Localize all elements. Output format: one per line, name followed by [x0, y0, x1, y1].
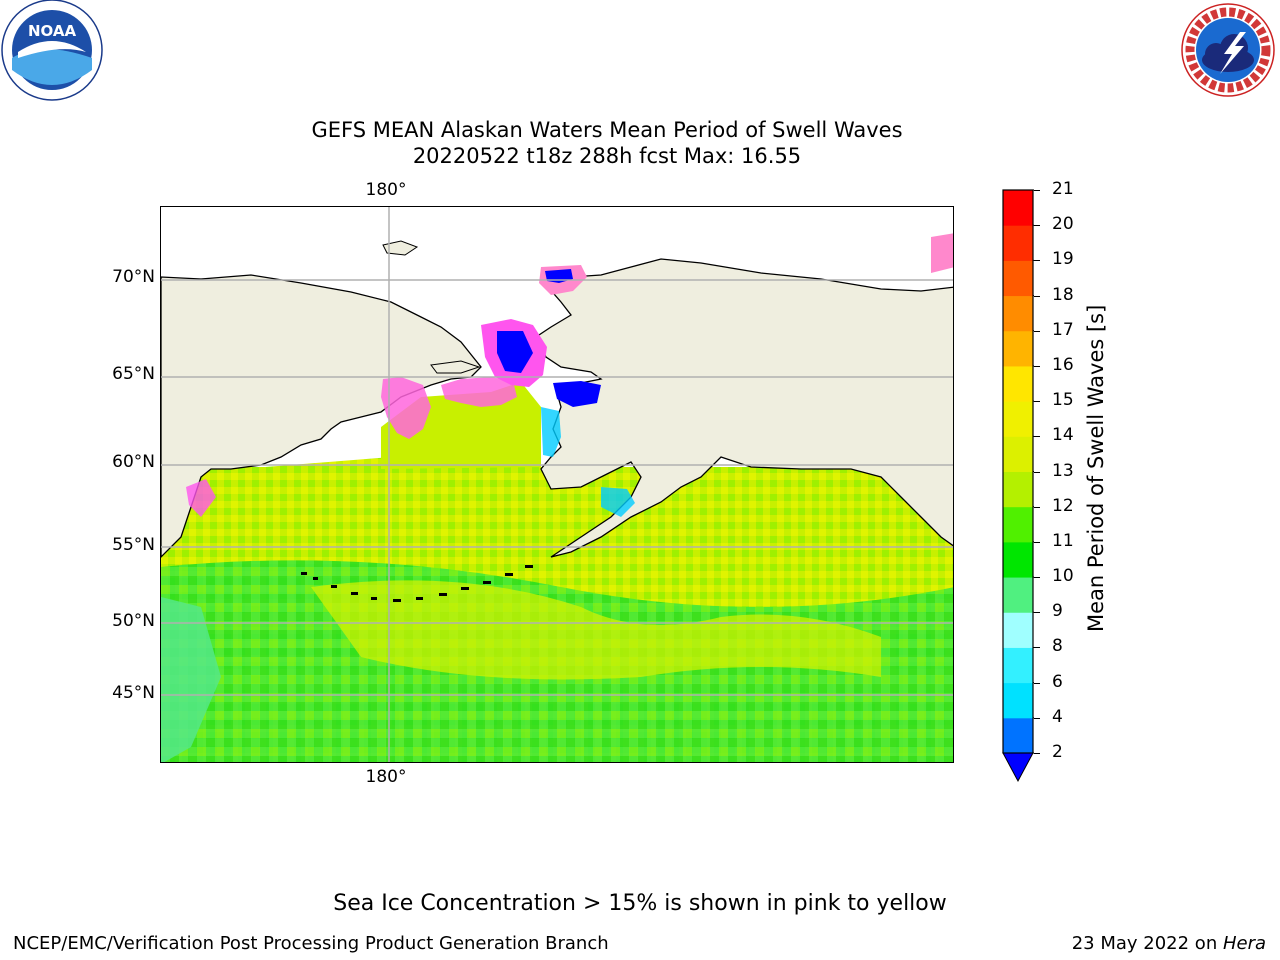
land-alaska — [535, 258, 953, 558]
colorbar-tick-label: 15 — [1052, 390, 1074, 411]
ocean-yellow-band — [311, 580, 881, 680]
colorbar-tick-label: 8 — [1052, 636, 1063, 657]
colorbar-tick-label: 6 — [1052, 671, 1063, 692]
lat-label-45: 45°N — [112, 683, 155, 703]
colorbar-tick-label: 2 — [1052, 742, 1063, 762]
colorbar-tick — [1034, 717, 1040, 719]
colorbar-segment — [1003, 190, 1033, 226]
colorbar-segment — [1003, 225, 1033, 261]
colorbar-tick-label: 20 — [1052, 214, 1074, 235]
colorbar-tick — [1034, 190, 1040, 191]
colorbar-tick-label: 4 — [1052, 706, 1063, 727]
colorbar-tick — [1034, 647, 1040, 649]
colorbar-segment — [1003, 471, 1033, 508]
colorbar-title: Mean Period of Swell Waves [s] — [1084, 304, 1108, 632]
colorbar-tick — [1034, 612, 1040, 614]
colorbar-segment — [1003, 365, 1033, 402]
title-line-1: GEFS MEAN Alaskan Waters Mean Period of … — [311, 118, 903, 142]
colorbar-tick-label: 11 — [1052, 530, 1074, 551]
sea-ice-note: Sea Ice Concentration > 15% is shown in … — [333, 891, 947, 916]
island-wrangel — [382, 240, 419, 256]
island-st-lawrence — [430, 360, 481, 374]
noaa-logo: NOAA — [0, 0, 104, 104]
lat-label-65: 65°N — [112, 364, 155, 384]
ocean-teal-west — [161, 597, 221, 762]
colorbar-tick — [1034, 753, 1040, 754]
colorbar-tick — [1034, 577, 1040, 579]
colorbar-segment — [1003, 506, 1033, 543]
colorbar-segment — [1003, 541, 1033, 578]
colorbar-svg — [1002, 189, 1034, 783]
colorbar-tick — [1034, 365, 1040, 367]
colorbar-tick-label: 18 — [1052, 284, 1074, 305]
colorbar-segment — [1003, 612, 1033, 648]
colorbar-under-arrow — [1002, 752, 1034, 783]
colorbar-tick — [1034, 260, 1040, 262]
colorbar — [1002, 188, 1034, 784]
chart-title: GEFS MEAN Alaskan Waters Mean Period of … — [0, 117, 1214, 169]
colorbar-tick — [1034, 330, 1040, 332]
lon-label-bottom: 180° — [365, 767, 407, 787]
colorbar-tick-label: 21 — [1052, 179, 1074, 199]
colorbar-segment — [1003, 401, 1033, 437]
colorbar-tick — [1034, 436, 1040, 438]
colorbar-tick — [1034, 295, 1040, 297]
colorbar-tick-label: 9 — [1052, 601, 1063, 622]
colorbar-segment — [1003, 647, 1033, 684]
colorbar-segment — [1003, 260, 1033, 297]
colorbar-tick — [1034, 541, 1040, 543]
footer-host: Hera — [1222, 933, 1266, 954]
colorbar-ticks: 2 4 6 8 9 10 11 12 13 14 15 16 17 18 19 20 21 — [1034, 0, 1080, 960]
colorbar-tick-label: 19 — [1052, 249, 1074, 270]
aleutian-islands — [301, 565, 533, 602]
colorbar-tick — [1034, 225, 1040, 227]
colorbar-tick-label: 12 — [1052, 495, 1074, 516]
colorbar-tick — [1034, 401, 1040, 403]
colorbar-segment — [1003, 682, 1033, 719]
colorbar-segment — [1003, 577, 1033, 613]
colorbar-segment — [1003, 717, 1033, 754]
colorbar-segment — [1003, 436, 1033, 472]
lat-label-70: 70°N — [112, 267, 155, 287]
colorbar-tick-label: 13 — [1052, 460, 1074, 481]
lat-label-60: 60°N — [112, 452, 155, 472]
colorbar-tick-label: 17 — [1052, 319, 1074, 340]
colorbar-segment — [1003, 295, 1033, 332]
noaa-logo-text: NOAA — [28, 22, 77, 40]
footer-date-text: 23 May 2022 on — [1071, 933, 1223, 954]
map-panel — [160, 206, 954, 763]
colorbar-tick — [1034, 471, 1040, 473]
colorbar-tick — [1034, 506, 1040, 508]
colorbar-tick-label: 16 — [1052, 354, 1074, 375]
lon-label-top: 180° — [365, 180, 407, 200]
lat-label-55: 55°N — [112, 535, 155, 555]
colorbar-tick — [1034, 682, 1040, 684]
map-svg — [161, 207, 953, 762]
colorbar-tick-label: 14 — [1052, 425, 1074, 446]
title-line-2: 20220522 t18z 288h fcst Max: 16.55 — [412, 144, 802, 168]
colorbar-tick-label: 10 — [1052, 566, 1074, 587]
lat-label-50: 50°N — [112, 611, 155, 631]
colorbar-segment — [1003, 330, 1033, 367]
footer-date: 23 May 2022 on Hera — [1072, 933, 1266, 954]
nws-logo — [1180, 2, 1276, 98]
footer-credit: NCEP/EMC/Verification Post Processing Pr… — [13, 933, 609, 954]
graticule — [161, 207, 953, 762]
sea-ice — [186, 233, 953, 517]
